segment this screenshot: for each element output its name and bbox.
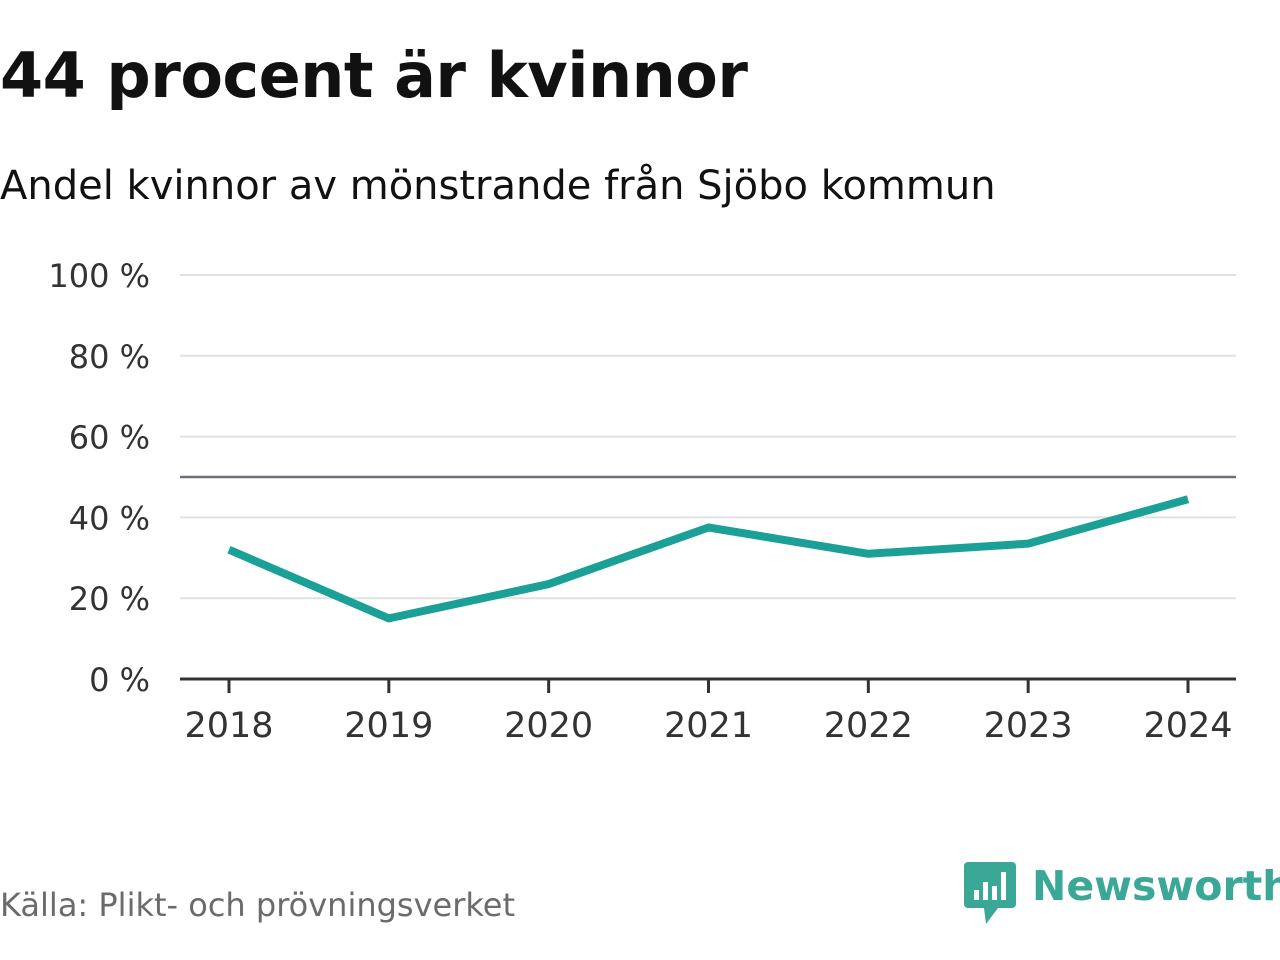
y-tick-label: 40 %	[69, 499, 150, 537]
x-tick-label: 2022	[824, 706, 913, 746]
source-note: Källa: Plikt- och prövningsverket	[0, 886, 515, 924]
x-tick-label: 2024	[1143, 706, 1232, 746]
x-axis-tick-labels: 2018 2019 2020 2021 2022 2023 2024	[184, 706, 1232, 746]
y-tick-label: 80 %	[69, 338, 150, 376]
y-tick-label: 0 %	[89, 661, 150, 699]
chart-subtitle: Andel kvinnor av mönstrande från Sjöbo k…	[0, 163, 996, 209]
x-axis	[180, 677, 1236, 693]
x-tick-label: 2018	[184, 706, 273, 746]
brand-logo: Newsworthy	[964, 862, 1280, 924]
x-tick-label: 2020	[504, 706, 593, 746]
y-axis-tick-labels: 0 % 20 % 40 % 60 % 80 % 100 %	[48, 257, 150, 699]
chart-title: 44 procent är kvinnor	[0, 39, 748, 112]
x-tick-label: 2021	[664, 706, 753, 746]
newsworthy-logo-icon	[964, 862, 1016, 924]
x-tick-label: 2023	[984, 706, 1073, 746]
series-line	[227, 495, 1190, 623]
line-chart: 0 % 20 % 40 % 60 % 80 % 100 % 2018 2019 2020 202…	[48, 257, 1236, 746]
brand-name: Newsworthy	[1032, 862, 1280, 910]
y-tick-label: 100 %	[48, 257, 150, 295]
grid-lines	[180, 274, 1236, 600]
series-group	[227, 495, 1190, 623]
x-tick-label: 2019	[344, 706, 433, 746]
y-tick-label: 60 %	[69, 419, 150, 457]
y-tick-label: 20 %	[69, 580, 150, 618]
